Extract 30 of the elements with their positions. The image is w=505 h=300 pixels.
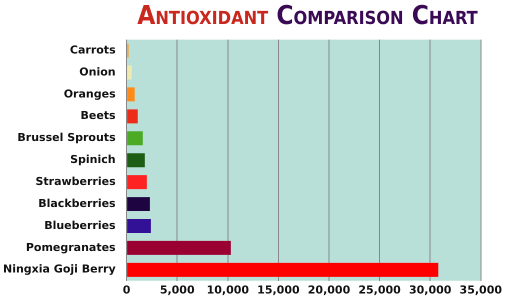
y-tick-label: Pomegranates <box>26 240 116 254</box>
bar <box>127 197 150 212</box>
bar <box>127 262 438 277</box>
bar <box>127 153 145 168</box>
y-tick-label: Blackberries <box>38 196 116 210</box>
y-tick-label: Oranges <box>64 87 116 100</box>
bar <box>127 218 151 233</box>
x-tick-label: 15,000 <box>257 283 300 296</box>
y-tick-label: Beets <box>80 109 116 122</box>
chart-title: Antioxidant Comparison Chart <box>137 1 478 31</box>
x-tick-label: 5,000 <box>160 283 195 296</box>
y-tick-label: Blueberries <box>44 218 116 232</box>
x-tick-label: 0 <box>122 283 131 296</box>
bar <box>127 175 147 190</box>
bar <box>127 109 138 124</box>
bar <box>127 131 143 146</box>
x-tick-label: 35,000 <box>460 283 502 296</box>
bar <box>127 240 231 255</box>
x-tick-label: 10,000 <box>206 283 250 296</box>
x-tick-label: 30,000 <box>408 283 452 296</box>
y-tick-label: Ningxia Goji Berry <box>2 262 116 276</box>
x-tick-label: 25,000 <box>358 283 402 296</box>
bar <box>127 66 132 80</box>
y-tick-label: Onion <box>79 65 116 78</box>
x-tick-label: 20,000 <box>308 283 351 296</box>
y-tick-label: Spinich <box>70 153 116 166</box>
y-tick-label: Strawberries <box>35 174 116 188</box>
bar <box>127 87 135 102</box>
y-tick-label: Carrots <box>70 43 116 56</box>
y-tick-label: Brussel Sprouts <box>17 131 116 144</box>
